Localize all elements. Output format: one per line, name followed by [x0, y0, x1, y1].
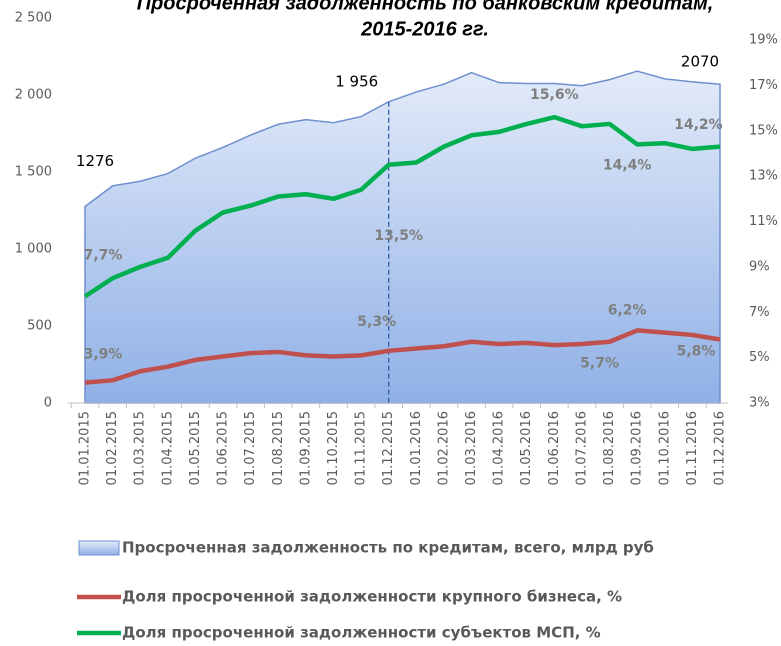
y2-tick-label: 9%: [749, 259, 770, 274]
x-tick-label: 01.01.2015: [78, 411, 93, 485]
data-label: 1276: [76, 152, 114, 170]
x-tick-label: 01.10.2015: [326, 411, 341, 485]
x-tick-label: 01.01.2016: [409, 411, 424, 485]
y2-tick-label: 7%: [749, 305, 770, 320]
x-tick-label: 01.10.2016: [657, 411, 672, 485]
data-label: 2070: [681, 53, 719, 71]
y2-tick-label: 19%: [749, 33, 778, 48]
y-tick-label: 1 500: [15, 165, 52, 180]
y-tick-label: 0: [44, 396, 52, 411]
x-tick-label: 01.12.2016: [713, 411, 728, 485]
data-label: 14,2%: [674, 117, 723, 133]
x-tick-label: 01.03.2016: [464, 411, 479, 485]
y2-tick-label: 15%: [749, 123, 778, 138]
data-label: 14,4%: [603, 157, 652, 173]
x-tick-label: 01.03.2015: [133, 411, 148, 485]
x-tick-label: 01.12.2015: [381, 411, 396, 485]
data-label: 5,3%: [357, 314, 396, 330]
x-tick-label: 01.09.2015: [298, 411, 313, 485]
x-tick-label: 01.02.2015: [105, 411, 120, 485]
x-tick-label: 01.04.2015: [160, 411, 175, 485]
data-label: 7,7%: [84, 247, 123, 263]
legend-label: Доля просроченной задолженности субъекто…: [122, 624, 601, 642]
data-label: 5,8%: [677, 343, 716, 359]
x-tick-label: 01.11.2016: [685, 411, 700, 485]
data-label: 15,6%: [530, 87, 579, 103]
y2-tick-label: 5%: [749, 350, 770, 365]
y-tick-label: 2 000: [15, 88, 52, 103]
x-tick-label: 01.06.2015: [216, 411, 231, 485]
legend-label: Просроченная задолженность по кредитам, …: [122, 539, 654, 557]
y2-tick-label: 11%: [749, 214, 778, 229]
x-tick-label: 01.07.2015: [243, 411, 258, 485]
x-tick-label: 01.11.2015: [354, 411, 369, 485]
y-tick-label: 2 500: [15, 11, 52, 26]
chart-title: 2015-2016 гг.: [360, 18, 489, 40]
x-tick-label: 01.07.2016: [574, 411, 589, 485]
x-tick-label: 01.09.2016: [630, 411, 645, 485]
x-tick-label: 01.06.2016: [547, 411, 562, 485]
line: [84, 328, 721, 385]
y-tick-label: 500: [27, 319, 52, 334]
data-label: 5,7%: [580, 356, 619, 372]
chart-title: Просроченная задолженность по банковским…: [137, 0, 714, 14]
line: [83, 114, 721, 299]
y2-tick-label: 17%: [749, 78, 778, 93]
y2-tick-label: 3%: [749, 396, 770, 411]
area: [84, 70, 721, 404]
legend-swatch: [78, 540, 120, 556]
data-label: 1 956: [335, 72, 378, 90]
x-tick-label: 01.02.2016: [436, 411, 451, 485]
data-label: 13,5%: [374, 228, 423, 244]
x-tick-label: 01.08.2015: [271, 411, 286, 485]
y2-tick-label: 13%: [749, 169, 778, 184]
y-tick-label: 1 000: [15, 242, 52, 257]
x-tick-label: 01.05.2016: [519, 411, 534, 485]
x-tick-label: 01.05.2015: [188, 411, 203, 485]
legend-label: Доля просроченной задолженности крупного…: [122, 588, 622, 606]
data-label: 3,9%: [84, 347, 123, 363]
x-tick-label: 01.08.2016: [602, 411, 617, 485]
data-label: 6,2%: [608, 302, 647, 318]
x-tick-label: 01.04.2016: [492, 411, 507, 485]
